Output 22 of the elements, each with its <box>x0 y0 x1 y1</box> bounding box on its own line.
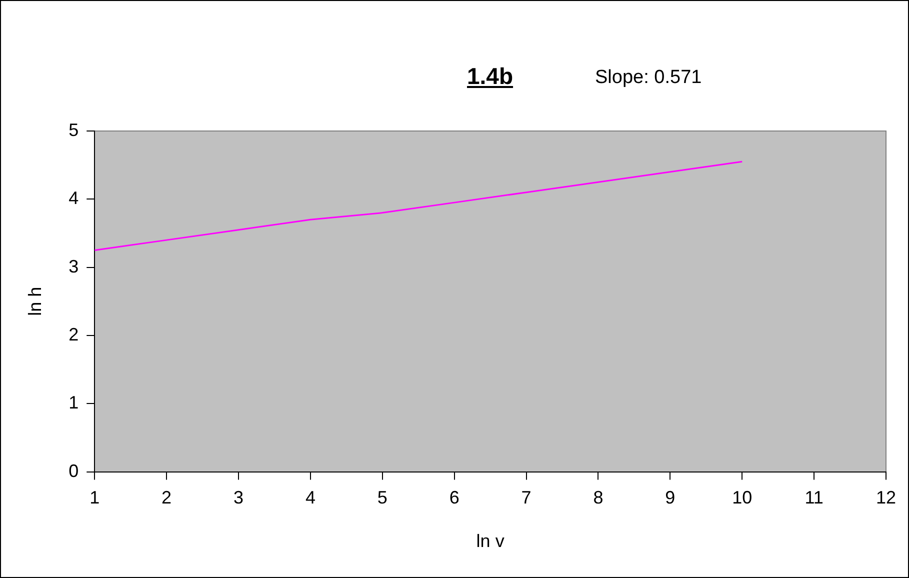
y-tick-label: 4 <box>68 188 79 208</box>
x-tick-label: 4 <box>305 488 316 508</box>
y-axis-title: ln h <box>24 286 45 316</box>
x-tick-label: 11 <box>804 488 824 508</box>
y-tick-label: 0 <box>68 460 79 481</box>
x-tick-label: 1 <box>90 488 100 508</box>
x-tick-label: 3 <box>233 488 244 508</box>
y-tick-label: 1 <box>68 392 79 413</box>
y-tick-label: 3 <box>68 256 79 276</box>
chart-title: 1.4b <box>467 63 514 90</box>
x-tick-label: 12 <box>876 488 896 508</box>
y-tick-label: 2 <box>68 324 79 344</box>
y-tick-label: 5 <box>68 120 79 140</box>
x-tick-label: 5 <box>377 488 388 508</box>
x-tick-label: 6 <box>449 488 460 508</box>
x-tick-label: 7 <box>521 488 532 508</box>
x-tick-label: 10 <box>732 488 752 508</box>
x-tick-label: 8 <box>593 488 604 508</box>
x-tick-label: 2 <box>162 488 172 508</box>
x-axis-title: ln v <box>476 531 504 552</box>
x-tick-label: 9 <box>665 488 676 508</box>
text: Slope: 0.571 <box>595 67 702 89</box>
